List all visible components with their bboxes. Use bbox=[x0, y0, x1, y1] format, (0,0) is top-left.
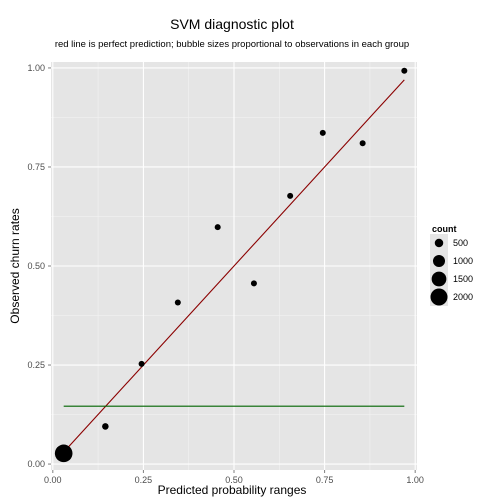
x-axis-title: Predicted probability ranges bbox=[158, 483, 307, 497]
legend-label: 500 bbox=[453, 238, 468, 248]
legend-title: count bbox=[432, 224, 457, 234]
legend: count 500 1000 1500 2000 bbox=[430, 224, 473, 306]
data-point bbox=[102, 423, 109, 430]
data-point bbox=[401, 67, 408, 74]
y-tick-label: 0.75 bbox=[27, 162, 45, 172]
legend-label: 2000 bbox=[453, 292, 473, 302]
legend-label: 1000 bbox=[453, 256, 473, 266]
reference-lines bbox=[63, 79, 405, 453]
chart-subtitle: red line is perfect prediction; bubble s… bbox=[55, 39, 409, 50]
perfect-prediction-line bbox=[63, 79, 405, 453]
legend-key-point bbox=[434, 238, 444, 248]
data-point bbox=[54, 444, 73, 463]
x-tick-label: 0.25 bbox=[135, 475, 153, 485]
legend-key-point bbox=[430, 288, 448, 306]
data-points bbox=[54, 67, 408, 463]
y-axis-title: Observed churn rates bbox=[8, 208, 22, 323]
y-tick-label: 0.50 bbox=[27, 261, 45, 271]
x-tick-label: 0.50 bbox=[225, 475, 243, 485]
data-point bbox=[319, 129, 326, 136]
x-axis-ticks: 0.00 0.25 0.50 0.75 1.00 bbox=[44, 470, 424, 485]
y-tick-label: 0.25 bbox=[27, 360, 45, 370]
legend-key-point bbox=[432, 254, 446, 268]
y-tick-label: 1.00 bbox=[27, 63, 45, 73]
data-point bbox=[174, 299, 181, 306]
x-tick-label: 0.75 bbox=[316, 475, 334, 485]
data-point bbox=[138, 360, 145, 367]
data-point bbox=[214, 224, 221, 231]
chart-title: SVM diagnostic plot bbox=[170, 16, 294, 32]
data-point bbox=[287, 192, 294, 199]
data-point bbox=[359, 140, 366, 147]
legend-key-point bbox=[431, 271, 447, 287]
x-tick-label: 0.00 bbox=[44, 475, 62, 485]
legend-label: 1500 bbox=[453, 274, 473, 284]
x-tick-label: 1.00 bbox=[406, 475, 424, 485]
y-tick-label: 0.00 bbox=[27, 459, 45, 469]
data-point bbox=[250, 280, 257, 287]
y-axis-ticks: 0.00 0.25 0.50 0.75 1.00 bbox=[27, 63, 51, 469]
